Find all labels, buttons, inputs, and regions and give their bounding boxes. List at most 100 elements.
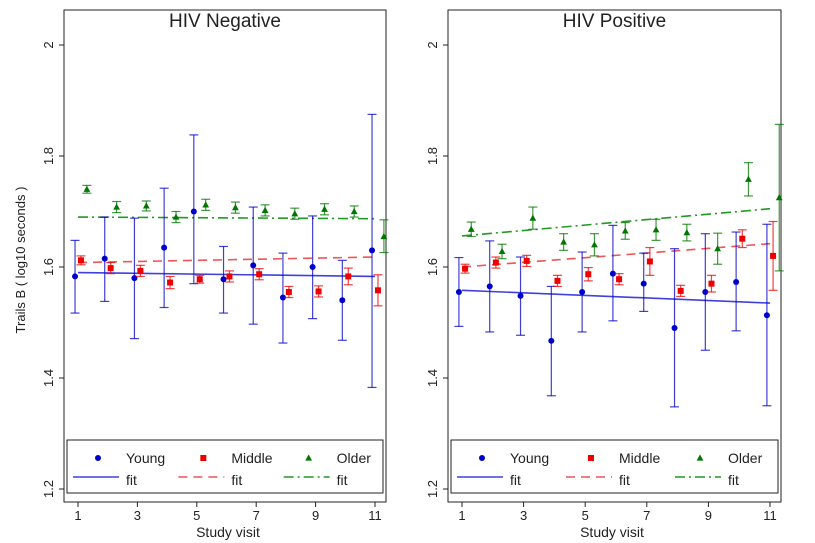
point-middle — [256, 271, 263, 278]
point-older — [775, 194, 783, 201]
point-middle — [462, 265, 469, 272]
legend-marker-middle — [588, 455, 594, 461]
point-middle — [492, 259, 499, 266]
legend-marker-older — [696, 454, 704, 461]
point-middle — [226, 273, 233, 280]
x-tick-label: 3 — [134, 508, 141, 523]
point-older — [529, 214, 537, 221]
point-young — [455, 288, 462, 295]
legend-label: Older — [728, 450, 763, 466]
fit-line-older — [461, 207, 771, 237]
point-middle — [585, 271, 592, 278]
panel-title: HIV Negative — [169, 11, 281, 32]
x-tick-label: 5 — [193, 508, 200, 523]
point-older — [380, 232, 388, 240]
point-middle — [196, 276, 203, 283]
x-tick-label: 1 — [458, 508, 465, 523]
legend-label: fit — [231, 472, 242, 488]
point-young — [702, 288, 709, 295]
point-older — [745, 175, 752, 182]
y-tick-label: 1.4 — [425, 369, 440, 387]
point-young — [733, 278, 740, 285]
point-middle — [167, 279, 174, 286]
y-tick-label: 2 — [425, 41, 440, 48]
point-older — [591, 241, 598, 248]
point-young — [190, 208, 197, 215]
point-young — [101, 255, 108, 262]
point-middle — [677, 287, 684, 294]
point-older — [291, 210, 299, 217]
x-tick-label: 9 — [312, 508, 319, 523]
point-middle — [107, 265, 114, 272]
point-young — [339, 297, 346, 304]
legend-label: fit — [337, 472, 348, 488]
point-middle — [554, 277, 561, 284]
x-axis-label-right: Study visit — [580, 524, 644, 540]
x-tick-label: 9 — [705, 508, 712, 523]
point-older — [202, 201, 210, 208]
y-axis-label: Trails B ( log10 seconds ) — [13, 187, 28, 334]
point-middle — [285, 288, 292, 295]
x-tick-label: 1 — [74, 508, 81, 523]
point-older — [83, 185, 91, 192]
legend-box — [450, 439, 779, 494]
point-older — [172, 213, 180, 220]
point-young — [309, 264, 316, 270]
x-tick-label: 3 — [520, 508, 527, 523]
point-older — [232, 204, 239, 211]
point-middle — [739, 235, 746, 242]
point-older — [261, 206, 269, 213]
point-middle — [523, 257, 530, 264]
legend-marker-young — [479, 455, 485, 461]
legend-label: fit — [728, 472, 739, 488]
panel-title: HIV Positive — [563, 11, 666, 32]
fit-line-young — [461, 289, 771, 304]
legend-label: Older — [337, 450, 372, 466]
legend-label: Young — [126, 450, 165, 466]
legend-label: fit — [510, 472, 521, 488]
point-older — [321, 205, 328, 212]
point-middle — [345, 273, 352, 280]
point-middle — [77, 257, 84, 264]
point-young — [250, 262, 257, 269]
x-axis-label-left: Study visit — [196, 524, 260, 540]
point-older — [350, 207, 358, 215]
point-middle — [708, 280, 715, 287]
point-young — [579, 288, 586, 295]
point-young — [763, 312, 770, 319]
point-young — [517, 292, 524, 299]
plot-area — [447, 9, 782, 503]
legend-label: Middle — [619, 450, 660, 466]
point-middle — [137, 267, 144, 274]
legend-label: Middle — [231, 450, 272, 466]
x-tick-label: 7 — [253, 508, 260, 523]
point-middle — [315, 288, 322, 295]
legend-marker-middle — [200, 455, 207, 461]
point-older — [142, 202, 150, 209]
y-tick-label: 1.6 — [425, 258, 440, 276]
point-young — [548, 337, 555, 344]
point-young — [671, 325, 678, 332]
point-young — [369, 247, 376, 254]
point-older — [621, 227, 629, 234]
x-tick-label: 7 — [643, 508, 650, 523]
point-young — [220, 276, 227, 283]
point-middle — [770, 252, 777, 259]
legend-label: Young — [510, 450, 549, 466]
point-middle — [374, 287, 381, 294]
point-older — [560, 238, 568, 245]
y-tick-label: 1.2 — [41, 480, 56, 498]
point-young — [279, 294, 286, 301]
legend: Young Middle Older fit fit fit — [66, 439, 384, 494]
plot-area — [63, 9, 387, 503]
legend: Young Middle Older fit fit fit — [450, 439, 779, 494]
point-older — [714, 245, 722, 252]
fit-line-middle — [77, 256, 376, 264]
point-older — [467, 225, 475, 232]
point-young — [72, 273, 79, 280]
panel-hiv-negative: HIV Negative 1.2 1.4 1.6 1.8 2 1 3 5 7 9 11 Young Mid… — [41, 9, 389, 523]
legend-label: fit — [126, 472, 137, 488]
point-young — [486, 283, 493, 290]
point-middle — [616, 276, 623, 283]
